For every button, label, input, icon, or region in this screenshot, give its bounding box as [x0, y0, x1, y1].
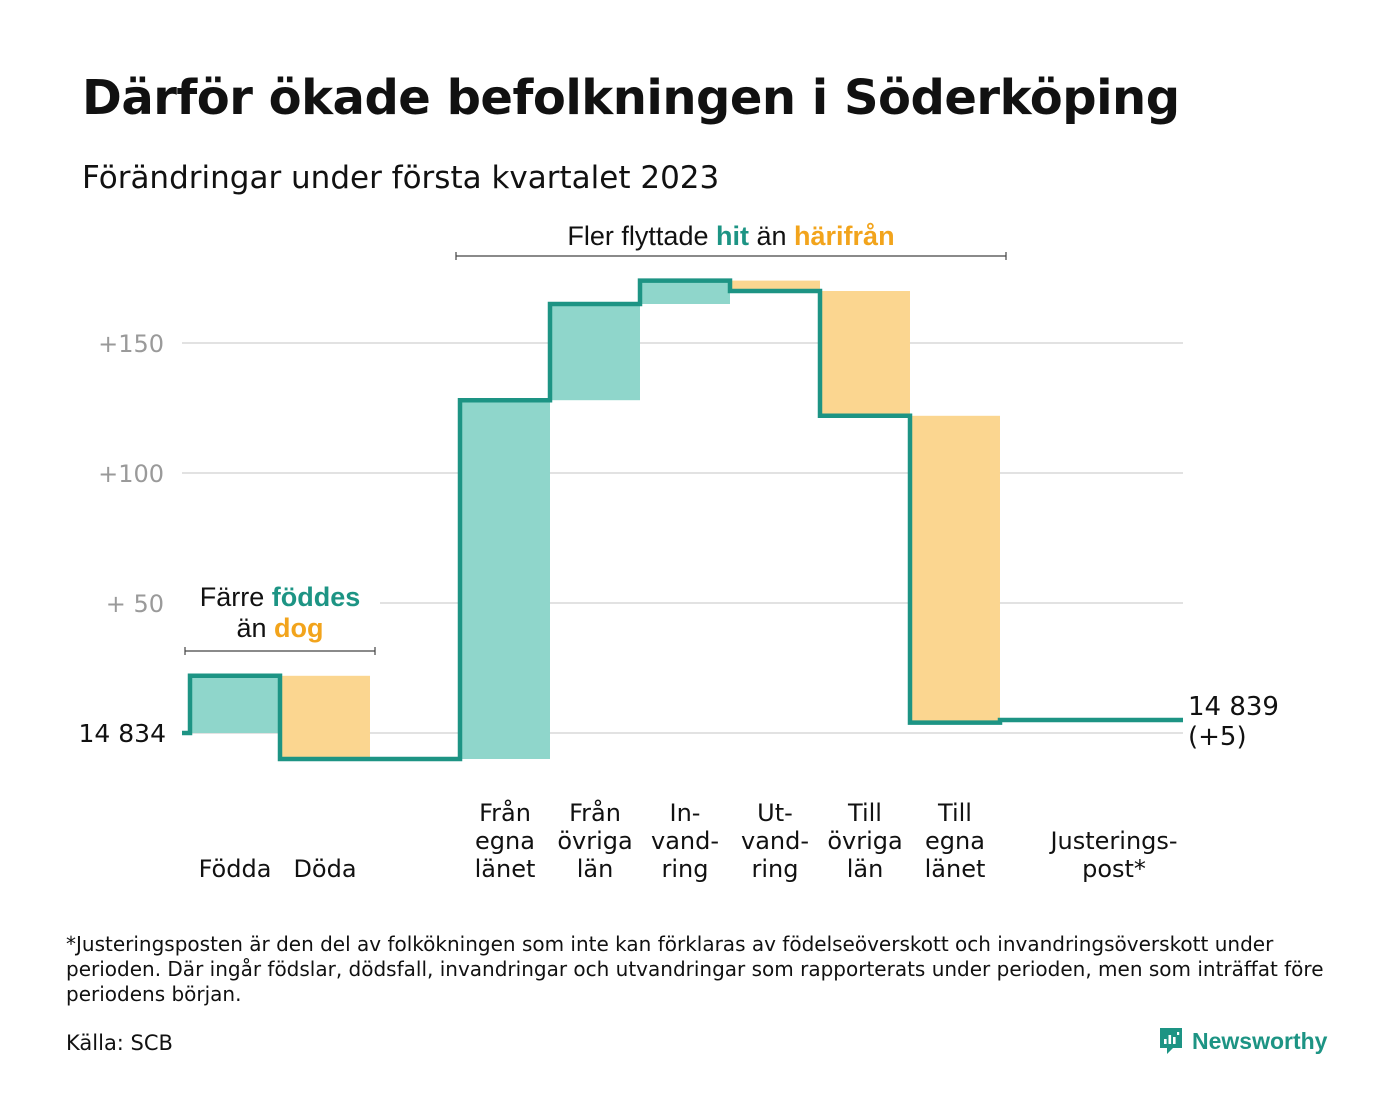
- births-bracket: [184, 647, 376, 655]
- annotation-hit: hit: [715, 221, 749, 251]
- annotation-foddes: föddes: [271, 582, 361, 612]
- waterfall-bar: [190, 675, 280, 733]
- annotation-text: än: [748, 221, 795, 251]
- chart-subtitle: Förändringar under första kvartalet 2023: [82, 160, 720, 196]
- end-change-label: (+5): [1188, 722, 1247, 752]
- newsworthy-logo-icon: [1160, 1028, 1182, 1054]
- waterfall-bar: [640, 280, 730, 304]
- waterfall-bar: [460, 400, 550, 759]
- category-label: Födda: [199, 855, 272, 883]
- brand-logo: Newsworthy: [1158, 1026, 1327, 1056]
- annotation-harifran: härifrån: [794, 221, 895, 251]
- end-value-label: 14 839: [1188, 692, 1279, 722]
- waterfall-chart: + 50 +100 +150 14 834 Födda Döda Från egna länet…: [79, 252, 1279, 883]
- category-label: Till egna länet: [925, 799, 986, 883]
- chart-title: Därför ökade befolkningen i Söderköping: [82, 70, 1180, 126]
- waterfall-bar: [820, 291, 910, 416]
- waterfall-bar: [910, 415, 1000, 723]
- annotation-text: Fler flyttade: [567, 221, 716, 251]
- waterfall-bar: [550, 304, 640, 401]
- migration-annotation: Fler flyttade hit än härifrån: [456, 221, 1006, 252]
- y-tick-label: + 50: [106, 590, 164, 618]
- category-label: Från egna länet: [475, 798, 536, 883]
- annotation-text: Färre: [199, 582, 272, 612]
- category-label: Justerings-post*: [1048, 827, 1177, 883]
- waterfall-bar: [280, 675, 370, 759]
- y-tick-label: +100: [98, 460, 164, 488]
- baseline-value-label: 14 834: [79, 719, 166, 748]
- annotation-dog: dog: [274, 613, 324, 643]
- brand-name: Newsworthy: [1192, 1027, 1328, 1054]
- source-note: Källa: SCB: [66, 1031, 173, 1055]
- waterfall-bar: [730, 280, 820, 291]
- category-label: Döda: [293, 855, 356, 883]
- category-label: Till övriga län: [827, 799, 902, 883]
- category-label: In-vand-ring: [651, 799, 719, 883]
- annotation-text: än: [236, 613, 275, 643]
- category-label: Ut-vand-ring: [741, 799, 809, 883]
- cumulative-step-line: [182, 278, 1183, 762]
- category-label: Från övriga län: [557, 798, 632, 883]
- footnote: *Justeringsposten är den del av folkökni…: [66, 932, 1324, 1006]
- y-tick-label: +150: [98, 330, 164, 358]
- births-annotation: Färre föddes än dog: [180, 582, 380, 644]
- migration-bracket: [455, 252, 1007, 260]
